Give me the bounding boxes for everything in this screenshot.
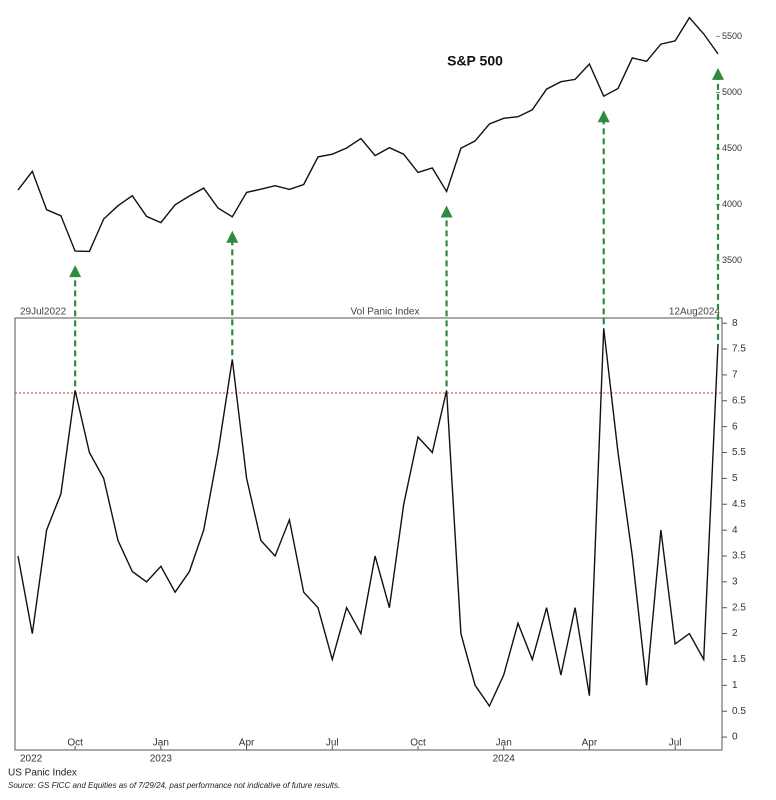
x-tick-label: Jan [153, 738, 169, 749]
y-tick-label: 2.5 [732, 602, 746, 613]
x-year-label: 2024 [493, 754, 516, 765]
end-label: 12Aug2024 [669, 307, 721, 318]
y-tick-label: 0.5 [732, 706, 746, 717]
x-tick-label: Oct [67, 738, 83, 749]
y-tick-label: 0 [732, 732, 738, 743]
arrow-head [69, 265, 82, 278]
y-tick-label: 5.5 [732, 447, 746, 458]
panel-frame [14, 317, 723, 751]
y-tick-label: 5000 [722, 87, 742, 97]
line [17, 16, 719, 253]
y-tick-label: 2 [732, 628, 738, 639]
x-year-label: 2023 [150, 754, 173, 765]
y-tick-label: 4.5 [732, 499, 746, 510]
x-tick-label: Oct [410, 738, 426, 749]
x-year-label: 2022 [20, 754, 43, 765]
note: US Panic Index [8, 768, 77, 779]
y-tick-label: 1.5 [732, 654, 746, 665]
y-tick-label: 1 [732, 680, 738, 691]
y-tick-label: 7 [732, 370, 738, 381]
arrow-head [440, 205, 453, 218]
y-tick-label: 3 [732, 576, 738, 587]
y-tick-label: 5500 [722, 31, 742, 41]
y-tick-label: 6.5 [732, 395, 746, 406]
arrow-head [226, 230, 239, 243]
x-tick-label: Apr [239, 738, 255, 749]
y-tick-label: 6 [732, 421, 738, 432]
y-tick-label: 4 [732, 525, 738, 536]
arrow-head [712, 67, 724, 80]
line [17, 328, 719, 708]
y-tick-label: 8 [732, 318, 738, 329]
x-tick-label: Jan [496, 738, 512, 749]
y-tick-label: 3500 [722, 255, 742, 265]
x-tick-label: Jul [326, 738, 339, 749]
x-tick-label: Jul [669, 738, 682, 749]
y-tick-label: 4000 [722, 199, 742, 209]
source: Source: GS FICC and Equities as of 7/29/… [8, 781, 340, 790]
y-tick-label: 5 [732, 473, 738, 484]
x-tick-label: Apr [582, 738, 598, 749]
chart-title: S&P 500 [447, 53, 503, 69]
y-tick-label: 7.5 [732, 344, 746, 355]
panel-title: Vol Panic Index [351, 307, 420, 318]
start-label: 29Jul2022 [20, 307, 67, 318]
y-tick-label: 4500 [722, 143, 742, 153]
arrow-head [597, 110, 610, 123]
y-tick-label: 3.5 [732, 551, 746, 562]
